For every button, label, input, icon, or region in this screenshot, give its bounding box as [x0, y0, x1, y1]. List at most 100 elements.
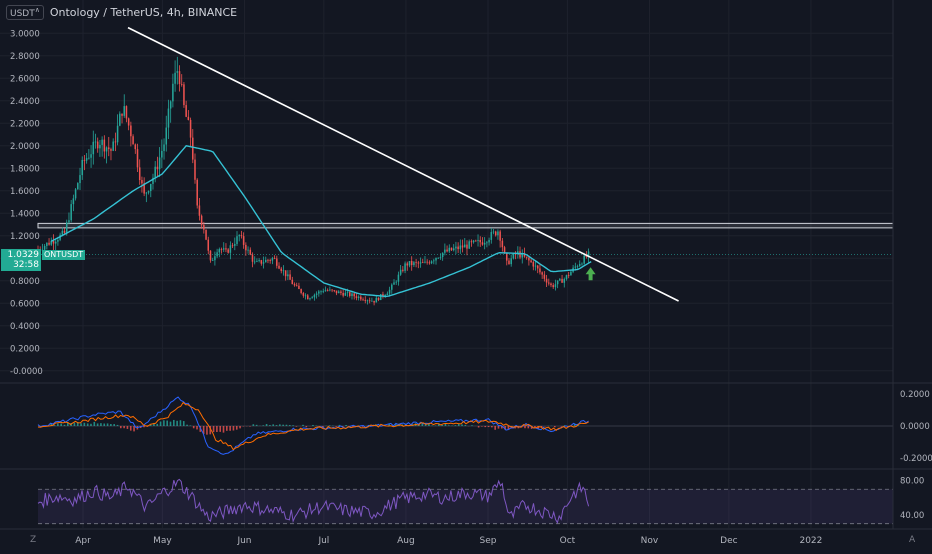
macd-histogram-bar — [524, 426, 526, 428]
macd-histogram-bar — [160, 422, 162, 426]
candle-body — [433, 260, 435, 261]
x-tick-label[interactable]: Nov — [641, 536, 659, 546]
rsi-y-tick-label[interactable]: 80.00 — [900, 477, 924, 487]
x-tick-label[interactable]: Dec — [720, 536, 737, 546]
candle-body — [455, 247, 457, 249]
macd-histogram-bar — [448, 425, 450, 426]
candle — [88, 149, 90, 160]
candle — [196, 178, 198, 208]
horizontal-zone[interactable] — [38, 223, 893, 228]
y-tick-label[interactable]: 1.6000 — [10, 187, 40, 197]
x-tick-label[interactable]: Apr — [75, 536, 91, 546]
macd-histogram-bar — [107, 423, 109, 426]
candle — [444, 244, 446, 256]
y-tick-label[interactable]: 1.8000 — [10, 164, 40, 174]
candle-body — [205, 230, 207, 240]
candle-body — [391, 285, 393, 290]
macd-histogram-bar — [193, 426, 195, 428]
x-tick-label[interactable]: May — [153, 536, 172, 546]
candle-body — [157, 167, 159, 170]
candle — [541, 271, 543, 279]
candle-body — [539, 268, 541, 272]
y-tick-label[interactable]: 0.6000 — [10, 299, 40, 309]
candle-body — [486, 242, 488, 243]
candle — [234, 238, 236, 251]
candle — [367, 299, 369, 304]
currency-selector[interactable]: USDT∧ — [6, 5, 44, 20]
y-tick-label[interactable]: 0.2000 — [10, 344, 40, 354]
candle-body — [338, 291, 340, 293]
y-tick-label[interactable]: 2.6000 — [10, 74, 40, 84]
candle-body — [64, 231, 66, 233]
candle — [247, 246, 249, 253]
candle — [139, 159, 141, 184]
y-tick-label[interactable]: 2.2000 — [10, 119, 40, 129]
macd-histogram-bar — [123, 426, 125, 428]
candle — [238, 234, 240, 241]
candle — [579, 260, 581, 267]
candle — [194, 154, 196, 184]
candle-body — [121, 114, 123, 116]
candle — [64, 228, 66, 234]
y-tick-label[interactable]: 1.2000 — [10, 232, 40, 242]
macd-histogram-bar — [561, 426, 563, 427]
x-tick-label[interactable]: 2022 — [799, 536, 822, 546]
candle — [499, 230, 501, 248]
arrow-annotation[interactable] — [586, 267, 596, 280]
x-tick-label[interactable]: Jul — [317, 536, 329, 546]
candle-body — [285, 270, 287, 276]
rsi-y-tick-label[interactable]: 40.00 — [900, 511, 924, 521]
candle-body — [292, 280, 294, 284]
chart-header: USDT∧ Ontology / TetherUS, 4h, BINANCE — [6, 4, 237, 20]
y-axis-labels[interactable]: 3.0000 2.8000 2.6000 2.4000 2.2000 2.0000 1.80… — [10, 29, 932, 521]
auto-scale-button[interactable]: A — [909, 535, 915, 545]
candle-body — [146, 193, 148, 194]
macd-y-tick-label[interactable]: -0.2000 — [900, 454, 932, 464]
x-tick-label[interactable]: Aug — [397, 536, 415, 546]
candle-body — [528, 258, 530, 261]
x-axis-labels[interactable]: Apr May Jun Jul Aug Sep Oct Nov Dec 2022 — [75, 536, 822, 546]
y-tick-label[interactable]: 3.0000 — [10, 29, 40, 39]
candle-body — [533, 262, 535, 266]
candle-body — [499, 231, 501, 240]
candle — [309, 298, 311, 301]
macd-histogram-bar — [249, 426, 251, 427]
candle-body — [393, 282, 395, 284]
x-tick-label[interactable]: Jun — [236, 536, 251, 546]
support-resistance-zone[interactable] — [38, 223, 893, 228]
macd-y-tick-label[interactable]: 0.0000 — [900, 422, 930, 432]
y-tick-label[interactable]: 0.4000 — [10, 322, 40, 332]
candle-body — [429, 262, 431, 263]
candle — [95, 134, 97, 149]
candle — [338, 290, 340, 293]
candle — [276, 256, 278, 269]
candle-body — [57, 240, 59, 242]
macd-histogram-bar — [481, 426, 483, 427]
x-tick-label[interactable]: Sep — [480, 536, 497, 546]
x-tick-label[interactable]: Oct — [560, 536, 576, 546]
candle-body — [267, 260, 269, 261]
candle — [274, 255, 276, 259]
y-tick-label[interactable]: 2.4000 — [10, 97, 40, 107]
y-tick-label[interactable]: 1.4000 — [10, 209, 40, 219]
candle-body — [449, 248, 451, 252]
candle-body — [84, 160, 86, 161]
candle — [535, 261, 537, 270]
macd-histogram-bar — [173, 420, 175, 426]
macd-histogram-bar — [60, 423, 62, 426]
candle-body — [130, 126, 132, 137]
timezone-button[interactable]: Z — [30, 535, 36, 545]
candle — [314, 294, 316, 301]
candle — [327, 288, 329, 291]
candle-body — [252, 255, 254, 262]
macd-y-tick-label[interactable]: 0.2000 — [900, 390, 930, 400]
candle-body — [179, 71, 181, 84]
y-tick-label[interactable]: 0.8000 — [10, 277, 40, 287]
y-tick-label[interactable]: 2.0000 — [10, 142, 40, 152]
y-tick-label[interactable]: 2.8000 — [10, 52, 40, 62]
candle — [484, 237, 486, 249]
up-arrow-icon[interactable] — [586, 267, 596, 280]
y-tick-label[interactable]: -0.0000 — [10, 367, 43, 377]
